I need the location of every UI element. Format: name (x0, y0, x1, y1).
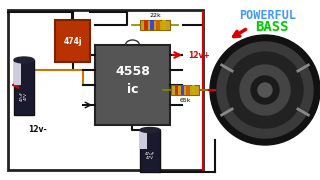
Text: 474j: 474j (63, 37, 82, 46)
Text: 4558
ic: 4558 ic (115, 64, 150, 96)
Bar (140, 131, 147, 149)
Bar (180, 85, 184, 95)
Circle shape (240, 65, 290, 115)
Circle shape (258, 83, 272, 97)
Circle shape (251, 76, 279, 104)
Circle shape (227, 52, 303, 128)
Bar (140, 130, 160, 172)
Bar (156, 20, 160, 30)
Bar (95, 45, 170, 125)
Bar (186, 85, 190, 95)
Text: 47uF
47V: 47uF 47V (145, 152, 155, 160)
Bar (171, 85, 199, 95)
Text: 65k: 65k (179, 98, 191, 102)
Bar (192, 85, 195, 95)
Text: 47uF
47V: 47uF 47V (20, 91, 28, 101)
Text: 12v+: 12v+ (188, 51, 210, 60)
Text: BASS: BASS (255, 20, 289, 34)
Bar (14, 62, 21, 85)
Text: 22k: 22k (149, 12, 161, 17)
Ellipse shape (140, 127, 160, 132)
Bar (150, 20, 154, 30)
Ellipse shape (14, 57, 34, 63)
Bar (162, 20, 166, 30)
Bar (175, 85, 179, 95)
Bar (144, 20, 148, 30)
Bar (14, 60, 34, 115)
Bar (55, 20, 90, 62)
Text: POWERFUL: POWERFUL (239, 8, 297, 21)
Bar (140, 20, 170, 30)
Bar (8, 10, 203, 170)
Circle shape (210, 35, 320, 145)
Circle shape (217, 42, 313, 138)
Text: 12v-: 12v- (28, 125, 47, 134)
